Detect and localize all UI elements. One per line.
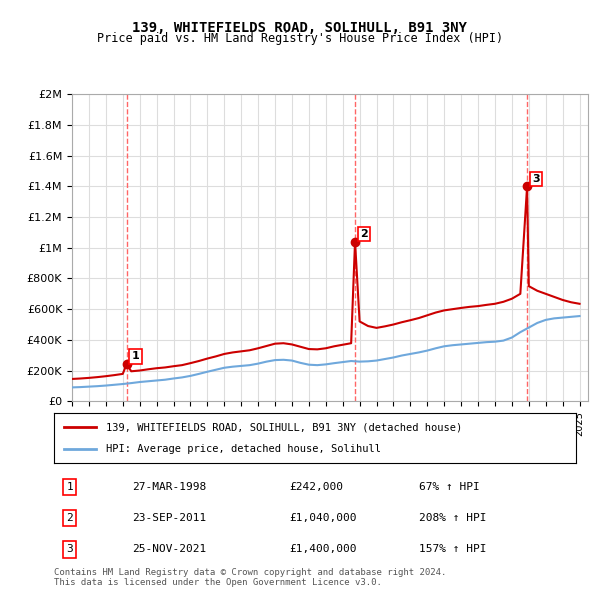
Text: 27-MAR-1998: 27-MAR-1998 xyxy=(133,482,206,492)
Text: £242,000: £242,000 xyxy=(289,482,343,492)
Text: 1: 1 xyxy=(132,352,139,362)
Text: 2: 2 xyxy=(360,229,368,239)
Text: 2: 2 xyxy=(66,513,73,523)
Text: 67% ↑ HPI: 67% ↑ HPI xyxy=(419,482,480,492)
Text: 157% ↑ HPI: 157% ↑ HPI xyxy=(419,544,487,554)
Text: 208% ↑ HPI: 208% ↑ HPI xyxy=(419,513,487,523)
Text: 3: 3 xyxy=(532,174,540,184)
Text: 139, WHITEFIELDS ROAD, SOLIHULL, B91 3NY (detached house): 139, WHITEFIELDS ROAD, SOLIHULL, B91 3NY… xyxy=(106,422,463,432)
Text: 3: 3 xyxy=(66,544,73,554)
Text: £1,040,000: £1,040,000 xyxy=(289,513,356,523)
Text: £1,400,000: £1,400,000 xyxy=(289,544,356,554)
Text: 25-NOV-2021: 25-NOV-2021 xyxy=(133,544,206,554)
Text: 139, WHITEFIELDS ROAD, SOLIHULL, B91 3NY: 139, WHITEFIELDS ROAD, SOLIHULL, B91 3NY xyxy=(133,21,467,35)
Text: 23-SEP-2011: 23-SEP-2011 xyxy=(133,513,206,523)
Text: 1: 1 xyxy=(66,482,73,492)
Text: Price paid vs. HM Land Registry's House Price Index (HPI): Price paid vs. HM Land Registry's House … xyxy=(97,32,503,45)
Text: HPI: Average price, detached house, Solihull: HPI: Average price, detached house, Soli… xyxy=(106,444,381,454)
Text: This data is licensed under the Open Government Licence v3.0.: This data is licensed under the Open Gov… xyxy=(54,578,382,587)
Text: Contains HM Land Registry data © Crown copyright and database right 2024.: Contains HM Land Registry data © Crown c… xyxy=(54,568,446,576)
